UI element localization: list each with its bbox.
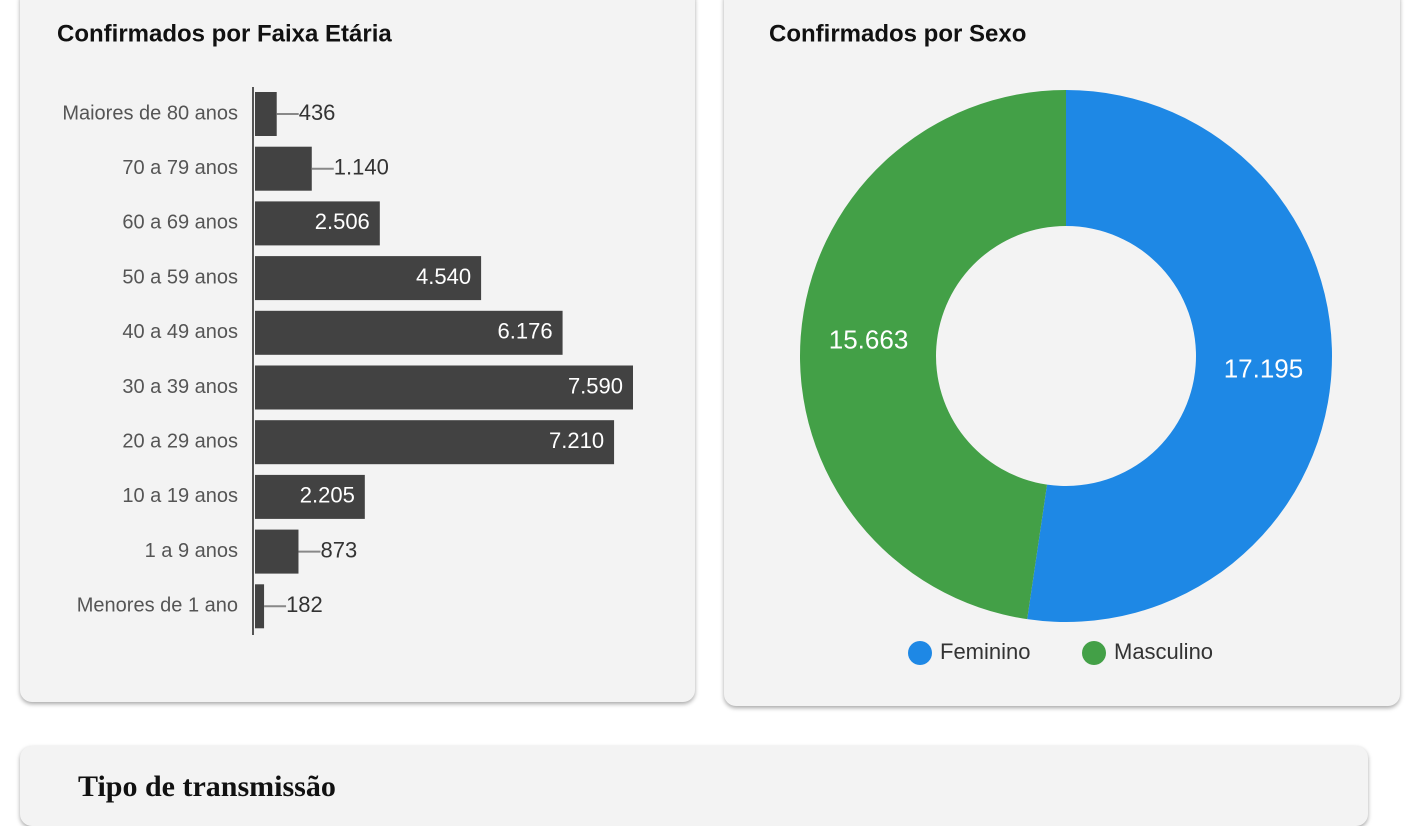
y-tick-label: 10 a 19 anos [122, 485, 238, 507]
data-label: 2.506 [315, 209, 370, 234]
data-label: 15.663 [829, 324, 909, 354]
bar [255, 474, 365, 519]
y-tick-label: 70 a 79 anos [122, 157, 238, 179]
data-label: 6.176 [498, 319, 553, 344]
bar [255, 92, 277, 136]
donut-slice [1027, 90, 1332, 622]
legend-marker [1082, 641, 1106, 665]
data-label: 873 [320, 537, 357, 562]
y-tick-label: 40 a 49 anos [122, 321, 238, 343]
charts: Confirmados por Faixa Etária Confirmados… [57, 20, 1332, 665]
data-label: 436 [299, 100, 336, 125]
data-label: 7.590 [568, 373, 623, 398]
data-label: 4.540 [416, 264, 471, 289]
bar [255, 420, 615, 465]
bar [255, 310, 563, 355]
y-tick-label: 20 a 29 anos [122, 430, 238, 452]
bar [255, 256, 482, 301]
y-tick-label: 1 a 9 anos [145, 540, 238, 562]
data-label: 2.205 [300, 483, 355, 508]
data-label: 1.140 [334, 155, 389, 180]
bar [255, 529, 299, 574]
bar [255, 365, 633, 410]
y-tick-label: 60 a 69 anos [122, 212, 238, 234]
data-label: 182 [286, 592, 323, 617]
chart-title: Confirmados por Faixa Etária [57, 20, 392, 47]
y-tick-label: Menores de 1 ano [77, 595, 238, 617]
y-tick-label: Maiores de 80 anos [62, 102, 238, 124]
bar [255, 584, 265, 629]
legend-label: Masculino [1114, 639, 1213, 664]
data-label: 17.195 [1224, 353, 1304, 383]
bar [255, 201, 380, 246]
y-tick-label: 30 a 39 anos [122, 376, 238, 398]
donut-slice [799, 89, 1066, 620]
chart-title: Confirmados por Sexo [769, 20, 1026, 47]
bar [255, 146, 312, 191]
y-tick-label: 50 a 59 anos [122, 266, 238, 288]
data-label: 7.210 [549, 428, 604, 453]
legend-label: Feminino [940, 639, 1030, 664]
legend-marker [908, 641, 932, 665]
page: Tipo de transmissão Confirmados por Faix… [20, 0, 1400, 826]
